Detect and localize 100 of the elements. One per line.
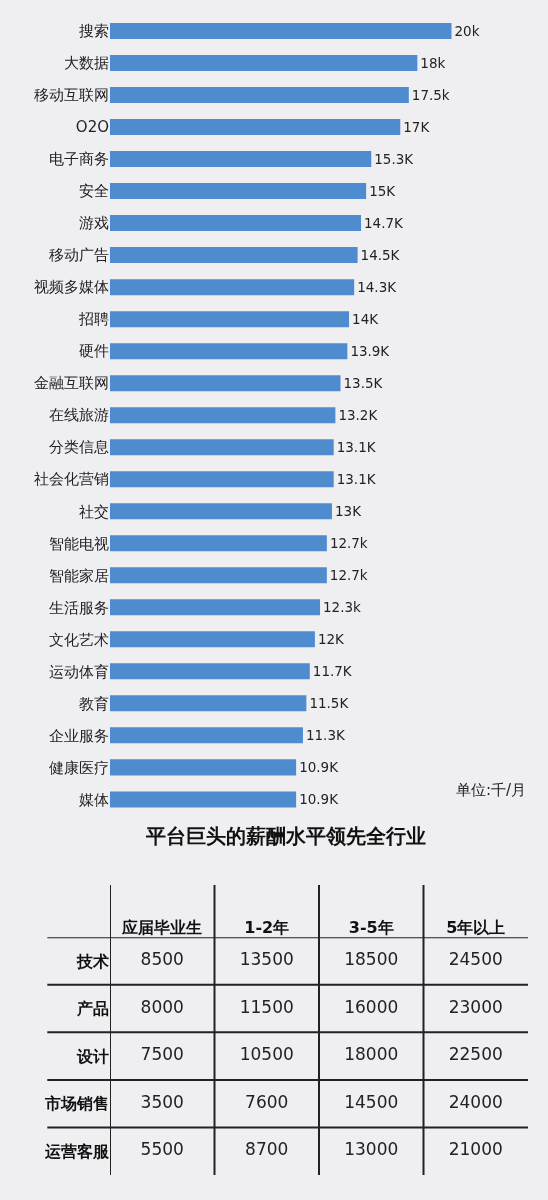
data-label: 14.5K xyxy=(360,246,401,263)
y-tick-label: 金融互联网 xyxy=(34,374,109,393)
data-label: 17K xyxy=(403,118,431,135)
bar xyxy=(110,23,452,40)
y-tick-label: 分类信息 xyxy=(49,438,109,457)
data-label: 13.1K xyxy=(336,438,377,455)
data-label: 13.9K xyxy=(350,342,391,359)
data-label: 8700 xyxy=(245,1139,289,1160)
bar xyxy=(110,471,334,488)
x-tick-label: 3-5年 xyxy=(348,918,394,937)
data-label: 8500 xyxy=(140,949,184,970)
y-tick-label: 健康医疗 xyxy=(49,758,109,777)
data-label: 10.9K xyxy=(299,791,340,808)
data-label: 12.7k xyxy=(329,534,368,551)
y-tick-label: 智能电视 xyxy=(49,534,109,553)
x-tick-label: 5年以上 xyxy=(446,918,506,937)
data-label: 11.7K xyxy=(312,662,353,679)
data-label: 7600 xyxy=(245,1091,289,1112)
y-tick-label: 产品 xyxy=(76,999,109,1019)
y-tick-label: 技术 xyxy=(76,951,109,971)
data-label: 14.7K xyxy=(364,214,405,231)
y-tick-label: 移动互联网 xyxy=(34,86,109,105)
data-label: 10500 xyxy=(239,1044,294,1065)
bar xyxy=(110,727,303,744)
bar xyxy=(110,311,350,328)
y-tick-label: 社交 xyxy=(79,502,109,521)
y-tick-label: 游戏 xyxy=(79,214,109,233)
bar xyxy=(110,567,327,584)
data-label: 10.9K xyxy=(299,759,340,776)
data-label: 13K xyxy=(334,502,363,519)
data-label: 18500 xyxy=(344,949,399,970)
data-label: 14.3K xyxy=(357,278,398,295)
y-tick-label: 硬件 xyxy=(79,342,109,361)
bar xyxy=(110,279,355,296)
y-tick-label: 电子商务 xyxy=(49,150,109,169)
y-tick-label: 安全 xyxy=(79,182,109,201)
y-tick-label: 智能家居 xyxy=(49,566,109,585)
data-label: 7500 xyxy=(140,1044,184,1065)
y-tick-label: 招聘 xyxy=(78,310,109,329)
bar xyxy=(110,439,334,456)
data-label: 18k xyxy=(420,54,446,71)
y-tick-label: 运营客服 xyxy=(44,1141,110,1161)
data-label: 8000 xyxy=(140,996,184,1017)
x-tick-label: 应届毕业生 xyxy=(121,918,203,937)
chart-title: 平台巨头的薪酬水平领先全行业 xyxy=(145,824,426,848)
data-label: 14500 xyxy=(344,1091,399,1112)
bar xyxy=(110,183,367,200)
data-label: 24000 xyxy=(448,1091,503,1112)
y-tick-label: 生活服务 xyxy=(49,598,109,617)
data-label: 13000 xyxy=(344,1139,399,1160)
data-label: 24500 xyxy=(448,949,503,970)
data-label: 15.3K xyxy=(374,150,415,167)
x-tick-label: 1-2年 xyxy=(244,918,290,937)
bar xyxy=(110,375,341,392)
bar xyxy=(110,151,372,168)
data-label: 11.5K xyxy=(309,694,350,711)
data-label: 13.5K xyxy=(343,374,384,391)
data-label: 18000 xyxy=(344,1044,399,1065)
y-tick-label: 企业服务 xyxy=(49,726,109,745)
y-tick-label: 市场销售 xyxy=(44,1094,109,1114)
data-label: 11.3K xyxy=(305,726,346,743)
y-tick-label: 社会化营销 xyxy=(34,470,109,489)
data-label: 5500 xyxy=(140,1139,184,1160)
data-label: 12.3k xyxy=(323,598,362,615)
bar xyxy=(110,759,297,776)
y-tick-label: 移动广告 xyxy=(49,246,109,265)
bar xyxy=(110,55,418,72)
y-tick-label: O2O xyxy=(75,118,109,137)
data-label: 20k xyxy=(454,22,480,39)
data-label: 15K xyxy=(369,182,397,199)
data-label: 21000 xyxy=(448,1139,503,1160)
bar xyxy=(110,87,409,104)
text: 单位:千/月 xyxy=(456,781,527,799)
bar xyxy=(110,535,327,552)
y-tick-label: 搜索 xyxy=(79,22,109,41)
data-label: 12K xyxy=(317,630,346,647)
data-label: 12.7k xyxy=(329,566,368,583)
data-label: 3500 xyxy=(140,1091,184,1112)
data-label: 11500 xyxy=(239,996,294,1017)
bar xyxy=(110,119,401,136)
data-label: 13.2K xyxy=(338,406,379,423)
y-tick-label: 设计 xyxy=(76,1046,109,1066)
y-tick-label: 大数据 xyxy=(64,54,109,73)
data-label: 13.1K xyxy=(336,470,377,487)
data-label: 16000 xyxy=(344,996,399,1017)
data-label: 14K xyxy=(352,310,380,327)
data-label: 13500 xyxy=(239,949,294,970)
y-tick-label: 在线旅游 xyxy=(49,406,109,425)
y-tick-label: 教育 xyxy=(79,694,109,713)
data-label: 22500 xyxy=(448,1044,503,1065)
bar xyxy=(110,663,310,680)
bar xyxy=(110,631,315,648)
bar xyxy=(110,503,332,520)
y-tick-label: 视频多媒体 xyxy=(34,278,109,297)
y-tick-label: 文化艺术 xyxy=(49,630,109,649)
bar xyxy=(110,791,297,808)
bar xyxy=(110,247,358,264)
y-tick-label: 媒体 xyxy=(79,790,109,809)
y-tick-label: 运动体育 xyxy=(49,662,109,681)
bar xyxy=(110,343,348,360)
